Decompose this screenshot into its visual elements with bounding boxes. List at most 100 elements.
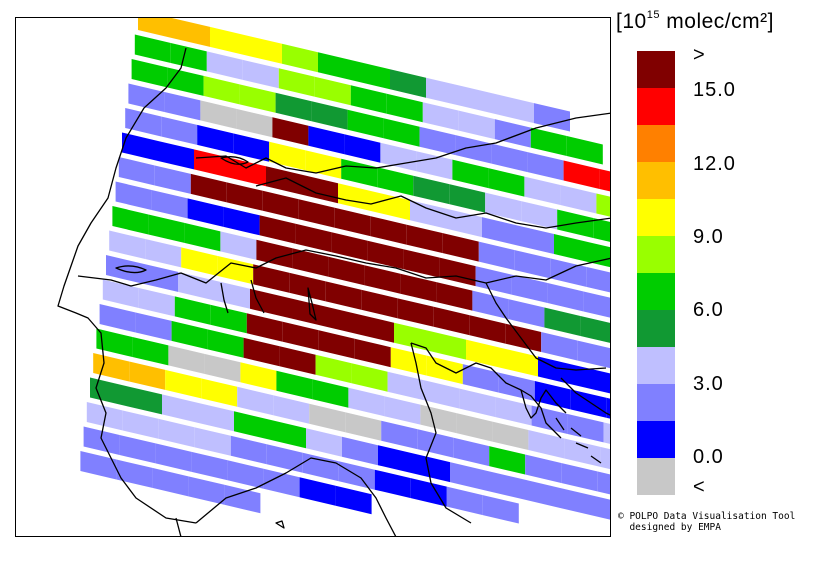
swath-pixel: [580, 316, 610, 343]
swath-pixel: [275, 92, 312, 122]
swath-pixel: [610, 373, 611, 402]
swath-pixel: [112, 206, 149, 235]
swath-pixel: [312, 379, 349, 408]
swath-pixel: [455, 135, 492, 164]
swath-pixel: [250, 288, 286, 318]
swath-pixel: [387, 371, 424, 401]
swath-pixel: [508, 299, 545, 328]
swath-pixel: [226, 182, 263, 211]
legend-tick-label: 0.0: [693, 446, 724, 468]
swath-pixel: [475, 266, 512, 295]
swath-pixel: [99, 304, 136, 333]
swath-pixel: [566, 136, 603, 165]
swath-pixel: [577, 340, 610, 369]
swath-pixel: [354, 338, 391, 368]
credit-text: © POLPO Data Visualisation Tool designed…: [618, 511, 795, 533]
swath-pixel: [148, 214, 185, 243]
swath-pixel: [462, 86, 498, 115]
swath-pixel: [126, 386, 162, 415]
swath-pixel: [531, 405, 568, 434]
swath-pixel: [315, 354, 352, 384]
legend-swatch: [637, 310, 675, 347]
swath-pixel: [214, 280, 250, 309]
swath-pixel: [266, 166, 302, 195]
swath-pixel: [161, 116, 198, 145]
swath-pixel: [446, 208, 482, 238]
swath-pixel: [380, 142, 417, 172]
swath-pixel: [528, 430, 565, 459]
swath-pixel: [561, 463, 598, 492]
swath-pixel: [194, 149, 230, 178]
swath-pixel: [446, 486, 483, 516]
swath-pixel: [190, 173, 227, 203]
swath-pixel: [534, 103, 570, 132]
swath-pixel: [554, 234, 590, 263]
legend-title: [1015 molec/cm²]: [616, 9, 774, 34]
swath-pixel: [350, 85, 387, 114]
legend-tick-label: 3.0: [693, 373, 724, 395]
map-panel[interactable]: [15, 17, 611, 537]
legend-tick-label: <: [693, 476, 706, 498]
map-canvas: [57, 18, 611, 536]
swath-pixel: [158, 418, 195, 448]
swath-pixel: [374, 191, 410, 221]
swath-pixel-layer: [80, 18, 611, 524]
swath-pixel: [210, 26, 246, 56]
legend-swatch: [637, 273, 675, 310]
swath-pixel: [364, 265, 401, 294]
credit-line-2: designed by EMPA: [618, 522, 721, 533]
swath-pixel: [106, 255, 142, 284]
swath-pixel: [338, 183, 374, 212]
swath-pixel: [230, 435, 267, 465]
swath-pixel: [478, 241, 515, 271]
legend-tick-label: 15.0: [693, 79, 736, 101]
swath-pixel: [462, 364, 499, 393]
swath-pixel: [286, 297, 322, 326]
swath-pixel: [246, 313, 283, 342]
swath-pixel: [341, 158, 378, 188]
swath-pixel: [197, 124, 234, 154]
swath-pixel: [383, 118, 420, 147]
swath-pixel: [198, 402, 234, 432]
swath-pixel: [171, 320, 208, 350]
swath-pixel: [502, 348, 538, 377]
swath-pixel: [164, 92, 201, 121]
island-corsica: [175, 517, 182, 536]
swath-pixel: [489, 446, 526, 475]
swath-pixel: [491, 143, 528, 173]
swath-pixel: [118, 157, 155, 186]
swath-pixel: [354, 60, 390, 90]
swath-pixel: [606, 397, 610, 419]
swath-pixel: [305, 150, 342, 179]
swath-pixel: [492, 421, 529, 450]
swath-pixel: [422, 102, 459, 131]
swath-pixel: [96, 328, 133, 357]
islands-dalmatia: [555, 417, 602, 464]
swath-pixel: [453, 437, 490, 467]
swath-pixel: [278, 68, 315, 97]
swath-pixel: [505, 323, 542, 352]
swath-pixel: [242, 59, 279, 89]
swath-pixel: [458, 110, 495, 140]
swath-pixel: [521, 201, 558, 230]
swath-pixel: [410, 200, 446, 229]
swath-pixel: [170, 43, 207, 72]
swath-pixel: [482, 217, 518, 246]
swath-pixel: [273, 395, 310, 424]
swath-pixel: [436, 282, 473, 311]
swath-pixel: [194, 427, 231, 456]
swath-pixel: [289, 272, 326, 302]
swath-pixel: [116, 459, 153, 488]
swath-pixel: [514, 250, 551, 279]
swath-pixel: [234, 411, 270, 440]
swath-pixel: [132, 337, 169, 366]
legend-swatch: [637, 421, 675, 458]
legend-swatch: [637, 384, 675, 421]
swath-pixel: [200, 100, 237, 129]
swath-pixel: [256, 239, 293, 269]
swath-pixel: [550, 258, 587, 287]
swath-pixel: [237, 386, 274, 416]
swath-pixel: [594, 495, 610, 520]
swath-pixel: [227, 460, 264, 489]
swath-pixel: [174, 18, 210, 47]
